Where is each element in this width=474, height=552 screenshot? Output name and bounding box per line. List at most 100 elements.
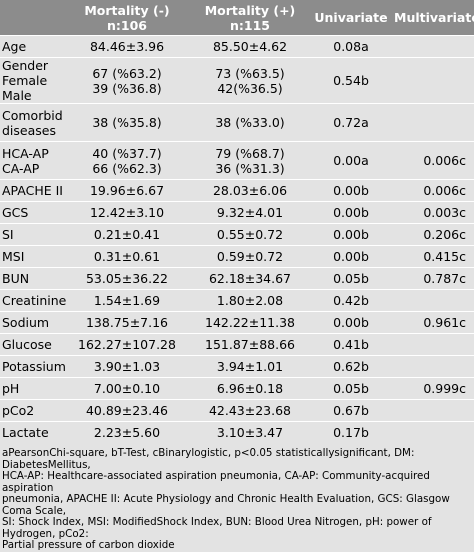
mortality-negative-value-line: 40 (%37.7) — [92, 145, 162, 161]
mortality-positive-value-line: 3.94±1.01 — [216, 359, 284, 374]
mortality-negative-value-line: 67 (%63.2) — [92, 65, 162, 81]
table-row: Lactate 2.23±5.60 3.10±3.47 0.17b — [0, 421, 474, 444]
row-label-line: Potassium — [2, 359, 66, 374]
table-row: Sodium 138.75±7.16 142.22±11.38 0.00b 0.961c — [0, 311, 474, 334]
row-label-line: Female — [2, 73, 48, 88]
mortality-positive-value-line: 85.50±4.62 — [212, 39, 288, 54]
row-label-line: Male — [2, 88, 32, 103]
row-label: Age — [0, 36, 64, 58]
table-row: Comorbid diseases 38 (%35.8) 38 (%33.0) 0.72… — [0, 103, 474, 142]
mortality-negative-value-line: 2.23±5.60 — [93, 425, 161, 440]
mortality-negative-value-line: 7.00±0.10 — [93, 381, 161, 396]
table-row: HCA-AP CA-AP 40 (%37.7) 66 (%62.3) 79 (%68.7… — [0, 141, 474, 180]
mortality-positive-value-line: 0.55±0.72 — [216, 227, 284, 242]
mortality-positive-value-line: 0.59±0.72 — [216, 249, 284, 264]
univariate-p: 0.00b — [333, 249, 369, 264]
mortality-negative-value: 53.05±36.22 — [64, 268, 190, 290]
mortality-positive-value-line: 73 (%63.5) — [215, 65, 285, 81]
row-label-line: CA-AP — [2, 160, 40, 176]
row-label: Lactate — [0, 422, 64, 444]
footnote-line: Partial pressure of carbon dioxide — [2, 539, 175, 551]
header-mortality-negative-n: n:106 — [107, 17, 147, 33]
mortality-negative-value-line: 66 (%62.3) — [92, 160, 162, 176]
univariate-p: 0.62b — [333, 359, 369, 374]
univariate-p: 0.00b — [333, 227, 369, 242]
row-label-line: Glucose — [2, 337, 52, 352]
mortality-positive-value: 142.22±11.38 — [190, 312, 310, 334]
multivariate-p — [392, 290, 474, 312]
multivariate-p: 0.961c — [423, 315, 466, 330]
mortality-negative-value: 0.31±0.61 — [64, 246, 190, 268]
mortality-negative-value-line: 0.21±0.41 — [93, 227, 161, 242]
row-label: APACHE II — [0, 180, 64, 202]
row-label: Glucose — [0, 334, 64, 356]
mortality-positive-value-line: 38 (%33.0) — [215, 115, 285, 130]
row-label-line: APACHE II — [2, 183, 63, 198]
row-label-line: Comorbid — [2, 107, 63, 123]
header-multivariate: Multivariate — [392, 0, 474, 36]
mortality-negative-value-line: 40.89±23.46 — [85, 403, 169, 418]
row-label: MSI — [0, 246, 64, 268]
table-row: SI 0.21±0.41 0.55±0.72 0.00b 0.206c — [0, 223, 474, 246]
row-label-line: HCA-AP — [2, 145, 49, 161]
header-mortality-positive-title: Mortality (+) — [204, 2, 296, 18]
mortality-positive-value-line: 142.22±11.38 — [205, 315, 295, 330]
row-label-line: diseases — [2, 122, 56, 138]
mortality-positive-value-line: 9.32±4.01 — [216, 205, 284, 220]
row-label-line: GCS — [2, 205, 29, 220]
mortality-positive-value-line: 36 (%31.3) — [215, 160, 285, 176]
mortality-positive-value: 62.18±34.67 — [190, 268, 310, 290]
multivariate-p — [392, 104, 474, 142]
row-label: Sodium — [0, 312, 64, 334]
multivariate-p — [392, 36, 474, 58]
header-mortality-negative: Mortality (-) n:106 — [64, 0, 190, 36]
multivariate-p: 0.003c — [423, 205, 466, 220]
mortality-positive-value: 42.43±23.68 — [190, 400, 310, 422]
mortality-negative-value: 40.89±23.46 — [64, 400, 190, 422]
mortality-positive-value-line: 1.80±2.08 — [216, 293, 284, 308]
table-body: Age 84.46±3.96 85.50±4.62 0.08a Gender Female… — [0, 35, 474, 444]
row-label: GCS — [0, 202, 64, 224]
row-label-line: MSI — [2, 249, 25, 264]
multivariate-p: 0.006c — [423, 153, 466, 168]
table-row: Gender Female Male 67 (%63.2) 39 (%36.8) 73 (… — [0, 57, 474, 104]
mortality-negative-value: 67 (%63.2) 39 (%36.8) — [64, 58, 190, 104]
footnote-line: aPearsonChi-square, bT-Test, cBinarylogi… — [2, 447, 415, 471]
mortality-negative-value-line: 19.96±6.67 — [89, 183, 165, 198]
mortality-positive-value: 79 (%68.7) 36 (%31.3) — [190, 142, 310, 180]
mortality-negative-value-line: 53.05±36.22 — [85, 271, 169, 286]
table-row: MSI 0.31±0.61 0.59±0.72 0.00b 0.415c — [0, 245, 474, 268]
univariate-p: 0.42b — [333, 293, 369, 308]
header-mortality-positive: Mortality (+) n:115 — [190, 0, 310, 36]
row-label-line: Lactate — [2, 425, 49, 440]
header-mortality-positive-n: n:115 — [230, 17, 270, 33]
header-variable — [0, 0, 64, 36]
mortality-positive-value: 9.32±4.01 — [190, 202, 310, 224]
univariate-p: 0.08a — [333, 39, 369, 54]
table-row: pCo2 40.89±23.46 42.43±23.68 0.67b — [0, 399, 474, 422]
table-header: Mortality (-) n:106 Mortality (+) n:115 … — [0, 0, 474, 36]
mortality-negative-value: 1.54±1.69 — [64, 290, 190, 312]
row-label-line: SI — [2, 227, 14, 242]
table-row: GCS 12.42±3.10 9.32±4.01 0.00b 0.003c — [0, 201, 474, 224]
table-row: Glucose 162.27±107.28 151.87±88.66 0.41b — [0, 333, 474, 356]
multivariate-p: 0.787c — [423, 271, 466, 286]
mortality-positive-value-line: 62.18±34.67 — [208, 271, 292, 286]
mortality-negative-value: 3.90±1.03 — [64, 356, 190, 378]
row-label-line: pH — [2, 381, 20, 396]
multivariate-p: 0.415c — [423, 249, 466, 264]
mortality-negative-value-line: 12.42±3.10 — [89, 205, 165, 220]
mortality-negative-value: 162.27±107.28 — [64, 334, 190, 356]
footnote-line: pneumonia, APACHE II: Acute Physiology a… — [2, 493, 450, 517]
univariate-p: 0.00b — [333, 205, 369, 220]
row-label-line: pCo2 — [2, 403, 35, 418]
mortality-positive-value-line: 28.03±6.06 — [212, 183, 288, 198]
mortality-positive-value: 3.94±1.01 — [190, 356, 310, 378]
univariate-p: 0.41b — [333, 337, 369, 352]
multivariate-p — [392, 422, 474, 444]
row-label-line: Sodium — [2, 315, 50, 330]
table-row: BUN 53.05±36.22 62.18±34.67 0.05b 0.787c — [0, 267, 474, 290]
row-label-line: BUN — [2, 271, 30, 286]
row-label: pH — [0, 378, 64, 400]
